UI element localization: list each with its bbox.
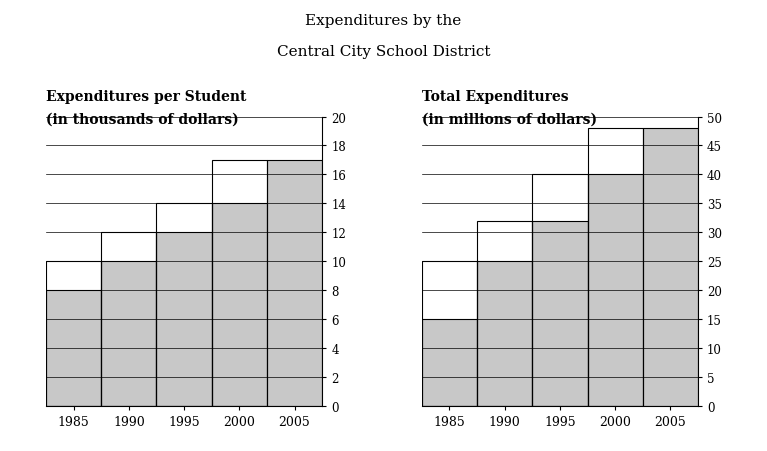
- Bar: [46, 262, 101, 406]
- Bar: [588, 175, 643, 406]
- Bar: [532, 175, 588, 406]
- Bar: [101, 262, 156, 406]
- Bar: [212, 204, 267, 406]
- Text: Total Expenditures: Total Expenditures: [422, 90, 568, 104]
- Bar: [267, 161, 322, 406]
- Bar: [422, 319, 477, 406]
- Text: Expenditures per Student: Expenditures per Student: [46, 90, 246, 104]
- Text: (in millions of dollars): (in millions of dollars): [422, 112, 597, 126]
- Bar: [477, 221, 532, 406]
- Bar: [588, 129, 643, 406]
- Bar: [212, 161, 267, 406]
- Bar: [46, 290, 101, 406]
- Text: Expenditures by the: Expenditures by the: [305, 14, 462, 28]
- Bar: [156, 204, 212, 406]
- Bar: [422, 262, 477, 406]
- Bar: [532, 221, 588, 406]
- Text: Central City School District: Central City School District: [277, 45, 490, 59]
- Bar: [643, 129, 698, 406]
- Bar: [477, 262, 532, 406]
- Text: (in thousands of dollars): (in thousands of dollars): [46, 112, 239, 126]
- Bar: [156, 233, 212, 406]
- Bar: [101, 233, 156, 406]
